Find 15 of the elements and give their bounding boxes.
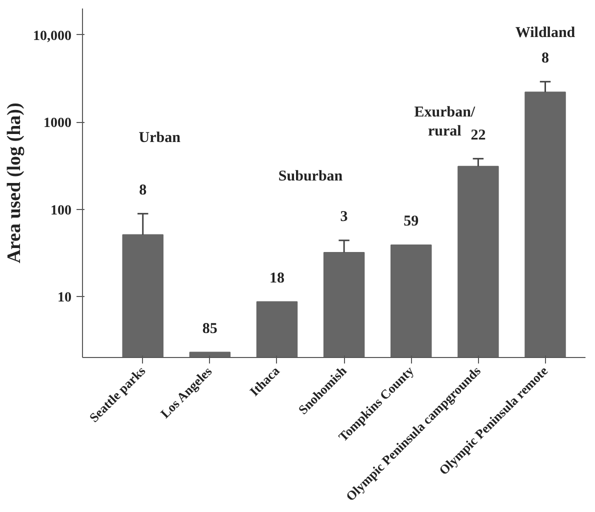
annotation: 8 [542, 50, 550, 66]
annotation: 59 [404, 214, 419, 230]
y-axis-title: Area used (log (ha)) [4, 102, 25, 264]
annotation: 22 [470, 127, 486, 144]
y-tick-label: 1000 [44, 116, 72, 132]
annotation: Suburban [278, 168, 344, 185]
y-tick-label: 10 [58, 290, 72, 306]
y-tick-label: 100 [50, 203, 72, 218]
y-tick-label: 10,000 [33, 28, 72, 44]
annotation: Wildland [515, 24, 576, 41]
annotation: 8 [139, 182, 147, 198]
annotation: 85 [202, 320, 218, 337]
annotation: 3 [340, 209, 348, 226]
annotation: Urban [138, 130, 182, 146]
annotation: 18 [269, 270, 284, 286]
